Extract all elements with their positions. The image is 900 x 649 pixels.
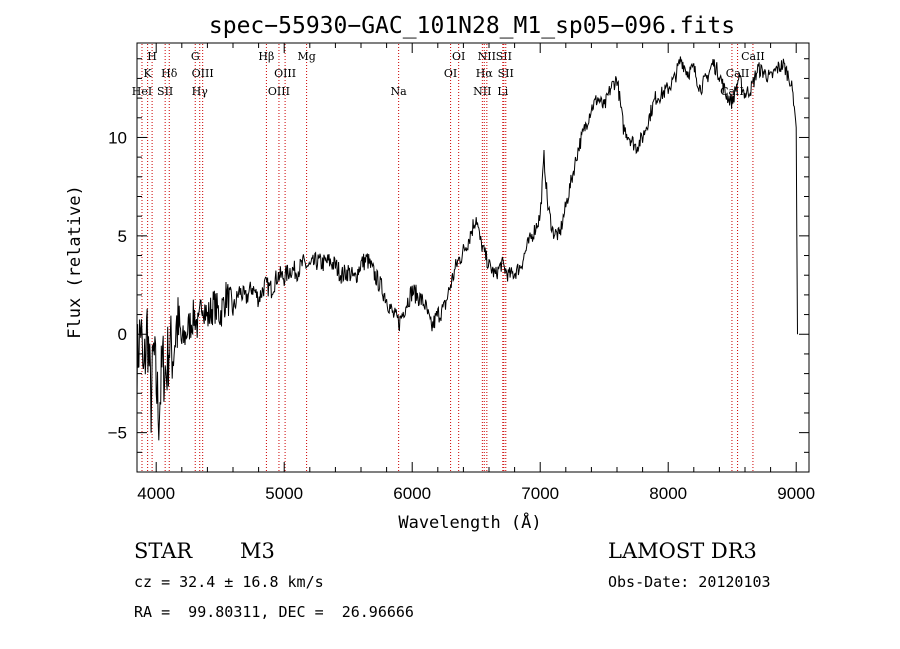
marker-label-22: CaII	[726, 67, 750, 80]
marker-label-8: Hβ	[258, 50, 274, 63]
marker-label-9: OIII	[268, 85, 290, 98]
marker-label-3: SII	[157, 85, 173, 98]
y-tick-label-1: 0	[118, 325, 127, 344]
marker-label-5: G	[191, 50, 200, 63]
marker-label-11: Mg	[297, 50, 315, 63]
observation-date: Obs-Date: 20120103	[608, 573, 771, 591]
flux-series-line	[136, 56, 798, 441]
object-class: STAR	[134, 539, 193, 563]
marker-label-1: K	[144, 67, 153, 80]
redshift-velocity: cz = 32.4 ± 16.8 km/s	[134, 573, 324, 591]
x-tick-label-1: 5000	[265, 484, 303, 503]
x-tick-label-5: 9000	[777, 484, 815, 503]
marker-label-17: Hα	[476, 67, 494, 80]
marker-label-4: Hδ	[161, 67, 178, 80]
marker-label-13: OI	[444, 67, 457, 80]
y-axis-label: Flux (relative)	[65, 185, 85, 339]
marker-label-23: CaII	[741, 50, 765, 63]
x-tick-label-3: 7000	[521, 484, 559, 503]
marker-label-7: OIII	[192, 67, 214, 80]
marker-label-19: SII	[498, 67, 514, 80]
marker-label-12: Na	[391, 85, 408, 98]
marker-label-14: OI	[452, 50, 465, 63]
marker-label-15: NII	[473, 85, 491, 98]
y-tick-label-2: 5	[118, 227, 127, 246]
object-subclass: M3	[240, 539, 275, 563]
marker-label-0: HeI	[132, 85, 152, 98]
marker-label-10: OIII	[274, 67, 296, 80]
marker-label-20: Li	[497, 85, 508, 98]
marker-label-16: NII	[478, 50, 496, 63]
y-tick-label-0: −5	[108, 424, 127, 443]
x-tick-label-0: 4000	[137, 484, 175, 503]
x-tick-label-4: 8000	[649, 484, 687, 503]
spectral-line-markers: HeIKHSIIHδGHγOIIIHβOIIIOIIIMgNaOIOINIINI…	[132, 44, 765, 471]
marker-label-2: H	[147, 50, 157, 63]
marker-label-6: Hγ	[192, 85, 209, 98]
marker-label-21: CaII	[720, 85, 744, 98]
marker-label-18: SII	[496, 50, 512, 63]
x-tick-label-2: 6000	[393, 484, 431, 503]
chart-title: spec−55930−GAC_101N28_M1_sp05−096.fits	[209, 13, 735, 39]
plot-frame	[136, 42, 810, 473]
sky-coordinates: RA = 99.80311, DEC = 26.96666	[134, 603, 414, 621]
axis-ticks: 4000 5000 6000 7000 8000 9000 −5 0 5 10	[108, 43, 815, 503]
survey-name: LAMOST DR3	[608, 539, 757, 563]
x-axis-label: Wavelength (Å)	[398, 511, 541, 533]
y-tick-label-3: 10	[108, 128, 127, 147]
